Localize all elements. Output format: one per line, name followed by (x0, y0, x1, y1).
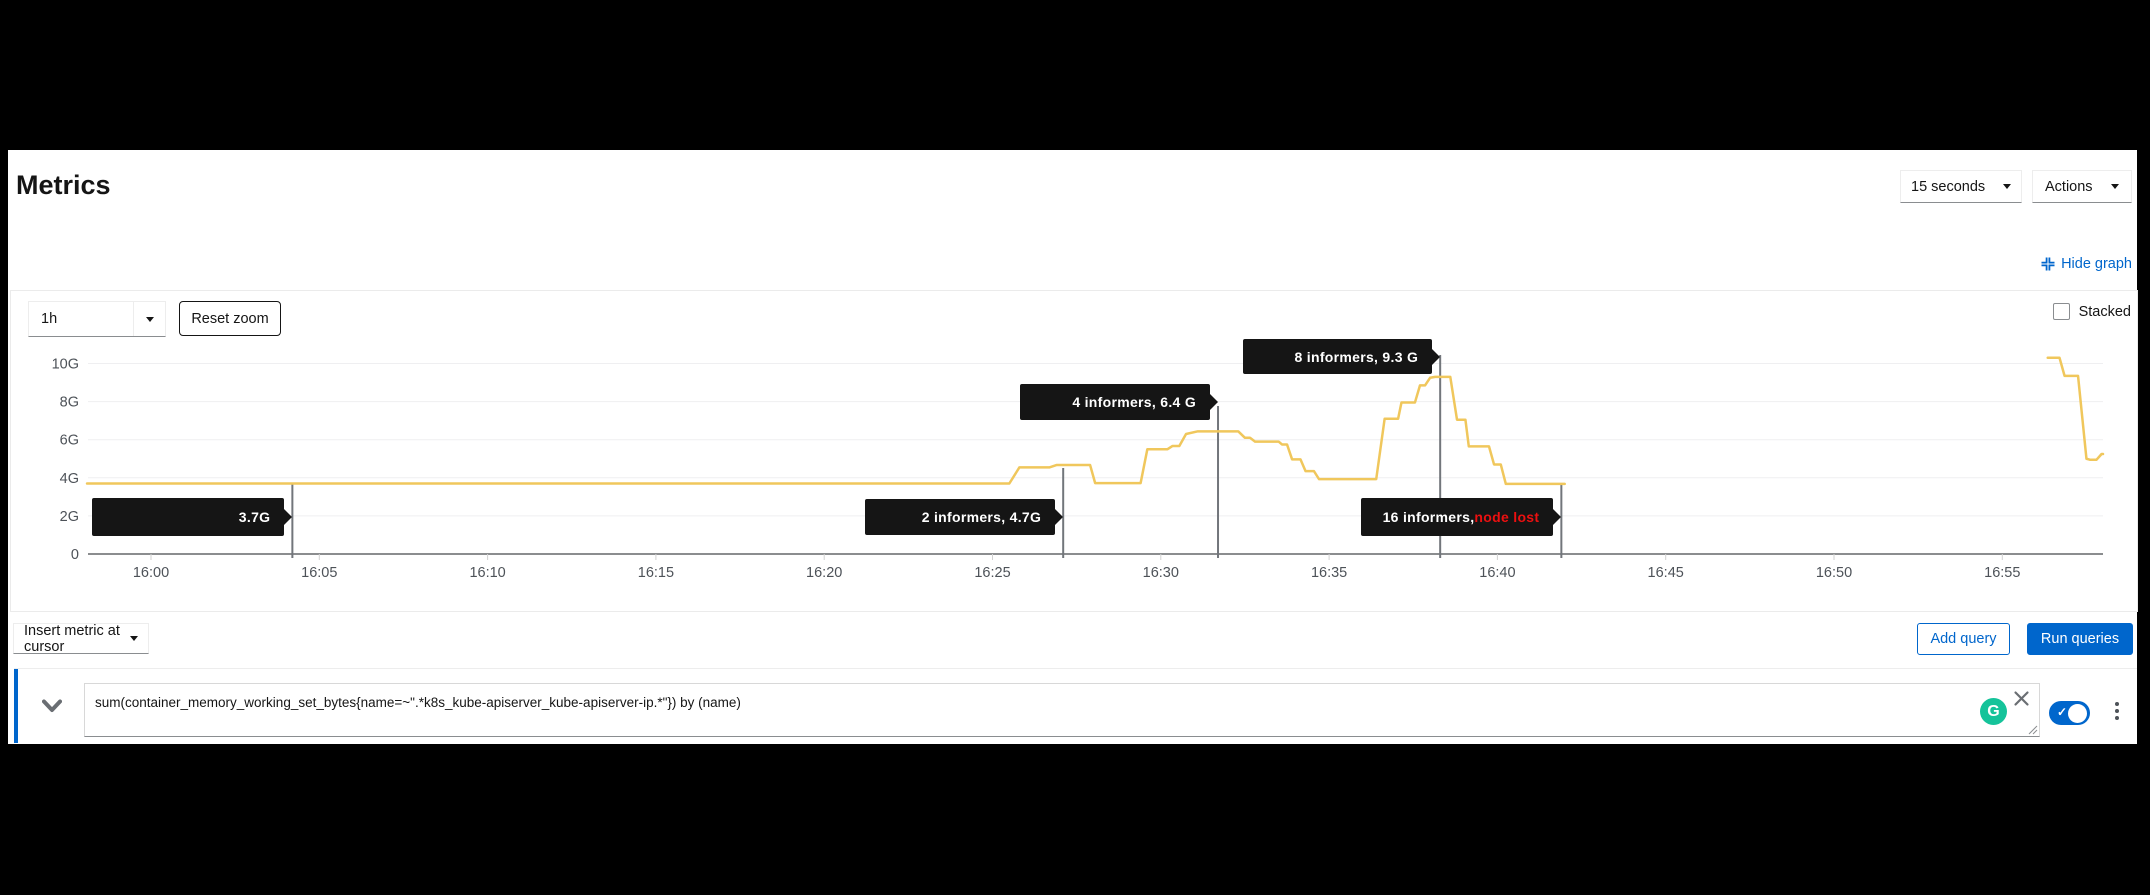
x-tick-label: 16:00 (133, 565, 169, 581)
metrics-chart[interactable]: 0 2G 4G 6G 8G 10G 16:00 16:05 16:10 16:15 16:20 16:… (11, 291, 2137, 609)
chart-annotation-callout: 8 informers, 9.3 G (1243, 339, 1441, 374)
y-tick-label: 0 (71, 547, 79, 563)
x-tick-label: 16:30 (1143, 565, 1179, 581)
resize-handle[interactable] (2028, 725, 2038, 735)
insert-metric-dropdown[interactable]: Insert metric at cursor (13, 622, 149, 655)
memory-usage-line (2046, 356, 2105, 461)
chart-annotation-callout: 4 informers, 6.4 G (1020, 384, 1219, 420)
query-enabled-toggle[interactable]: ✓ (2049, 701, 2090, 725)
x-tick-label: 16:40 (1479, 565, 1515, 581)
x-tick-label: 16:10 (469, 565, 505, 581)
query-expression-text: sum(container_memory_working_set_bytes{n… (95, 695, 741, 710)
annotation-label: 16 informers, (1382, 509, 1475, 525)
timespan-select[interactable]: 1h (28, 301, 166, 337)
query-expander-button[interactable] (34, 691, 70, 721)
y-tick-label: 8G (60, 395, 79, 411)
stacked-control: Stacked (2052, 303, 2131, 320)
insert-metric-label: Insert metric at cursor (24, 622, 120, 655)
query-expression-input[interactable]: sum(container_memory_working_set_bytes{n… (84, 683, 2040, 737)
add-query-button[interactable]: Add query (1917, 623, 2010, 655)
close-icon[interactable] (2013, 690, 2030, 707)
hide-graph-link[interactable]: Hide graph (2041, 256, 2132, 272)
page-title: Metrics (16, 170, 111, 200)
x-tick-label: 16:15 (638, 565, 674, 581)
reset-zoom-button[interactable]: Reset zoom (179, 301, 281, 336)
stacked-label: Stacked (2078, 303, 2131, 320)
y-tick-label: 6G (60, 433, 79, 449)
y-tick-label: 10G (52, 357, 79, 373)
annotation-label: 8 informers, 9.3 G (1294, 348, 1419, 365)
x-tick-label: 16:35 (1311, 565, 1347, 581)
x-tick-label: 16:05 (301, 565, 337, 581)
spellcheck-flagged-text: k8s_kube-apiserver_kube-apiserver-ip (423, 695, 654, 710)
chart-canvas[interactable]: 0 2G 4G 6G 8G 10G 16:00 16:05 16:10 16:15 16:20 16:… (11, 291, 2137, 609)
kebab-menu-button[interactable] (2110, 697, 2124, 725)
y-tick-label: 4G (60, 471, 79, 487)
timespan-value: 1h (41, 311, 58, 327)
chart-annotation-callout: 2 informers, 4.7G (865, 499, 1064, 535)
caret-down-icon (2003, 184, 2011, 189)
caret-down-icon (2111, 184, 2119, 189)
run-queries-button[interactable]: Run queries (2027, 623, 2133, 655)
check-icon: ✓ (2057, 705, 2068, 719)
x-tick-label: 16:25 (974, 565, 1010, 581)
caret-down-icon (145, 316, 154, 322)
x-tick-label: 16:55 (1984, 565, 2020, 581)
annotation-label: 2 informers, 4.7G (921, 509, 1042, 525)
metrics-page: Metrics 15 seconds Actions Hide graph 1h… (8, 150, 2138, 744)
actions-label: Actions (2045, 178, 2093, 195)
x-tick-label: 16:50 (1816, 565, 1852, 581)
x-tick-label: 16:20 (806, 565, 842, 581)
chevron-down-icon (42, 699, 62, 712)
toggle-knob (2068, 703, 2087, 723)
annotation-label-alert: node lost (1474, 509, 1540, 525)
memory-usage-line (85, 375, 1566, 486)
annotation-label: 4 informers, 6.4 G (1072, 394, 1197, 410)
caret-down-icon (130, 636, 138, 641)
grammarly-icon[interactable]: G (1980, 698, 2007, 725)
y-tick-label: 2G (60, 509, 79, 525)
refresh-interval-value: 15 seconds (1911, 178, 1986, 195)
annotation-label: 3.7G (238, 509, 271, 525)
chart-annotation-callout: 16 informers, node lost (1361, 498, 1562, 536)
graph-panel: 1h Reset zoom Stacked 0 2G 4G 6G 8G 10G 16:00 1… (10, 290, 2138, 612)
stacked-checkbox[interactable] (2052, 303, 2070, 320)
x-tick-label: 16:45 (1648, 565, 1684, 581)
refresh-interval-select[interactable]: 15 seconds (1900, 170, 2022, 203)
hide-graph-label: Hide graph (2061, 256, 2132, 272)
compress-icon (2041, 257, 2055, 271)
actions-dropdown[interactable]: Actions (2032, 170, 2132, 203)
query-accent-bar (14, 669, 18, 743)
chart-annotation-callout: 3.7G (92, 498, 293, 536)
query-row: sum(container_memory_working_set_bytes{n… (14, 668, 2137, 743)
